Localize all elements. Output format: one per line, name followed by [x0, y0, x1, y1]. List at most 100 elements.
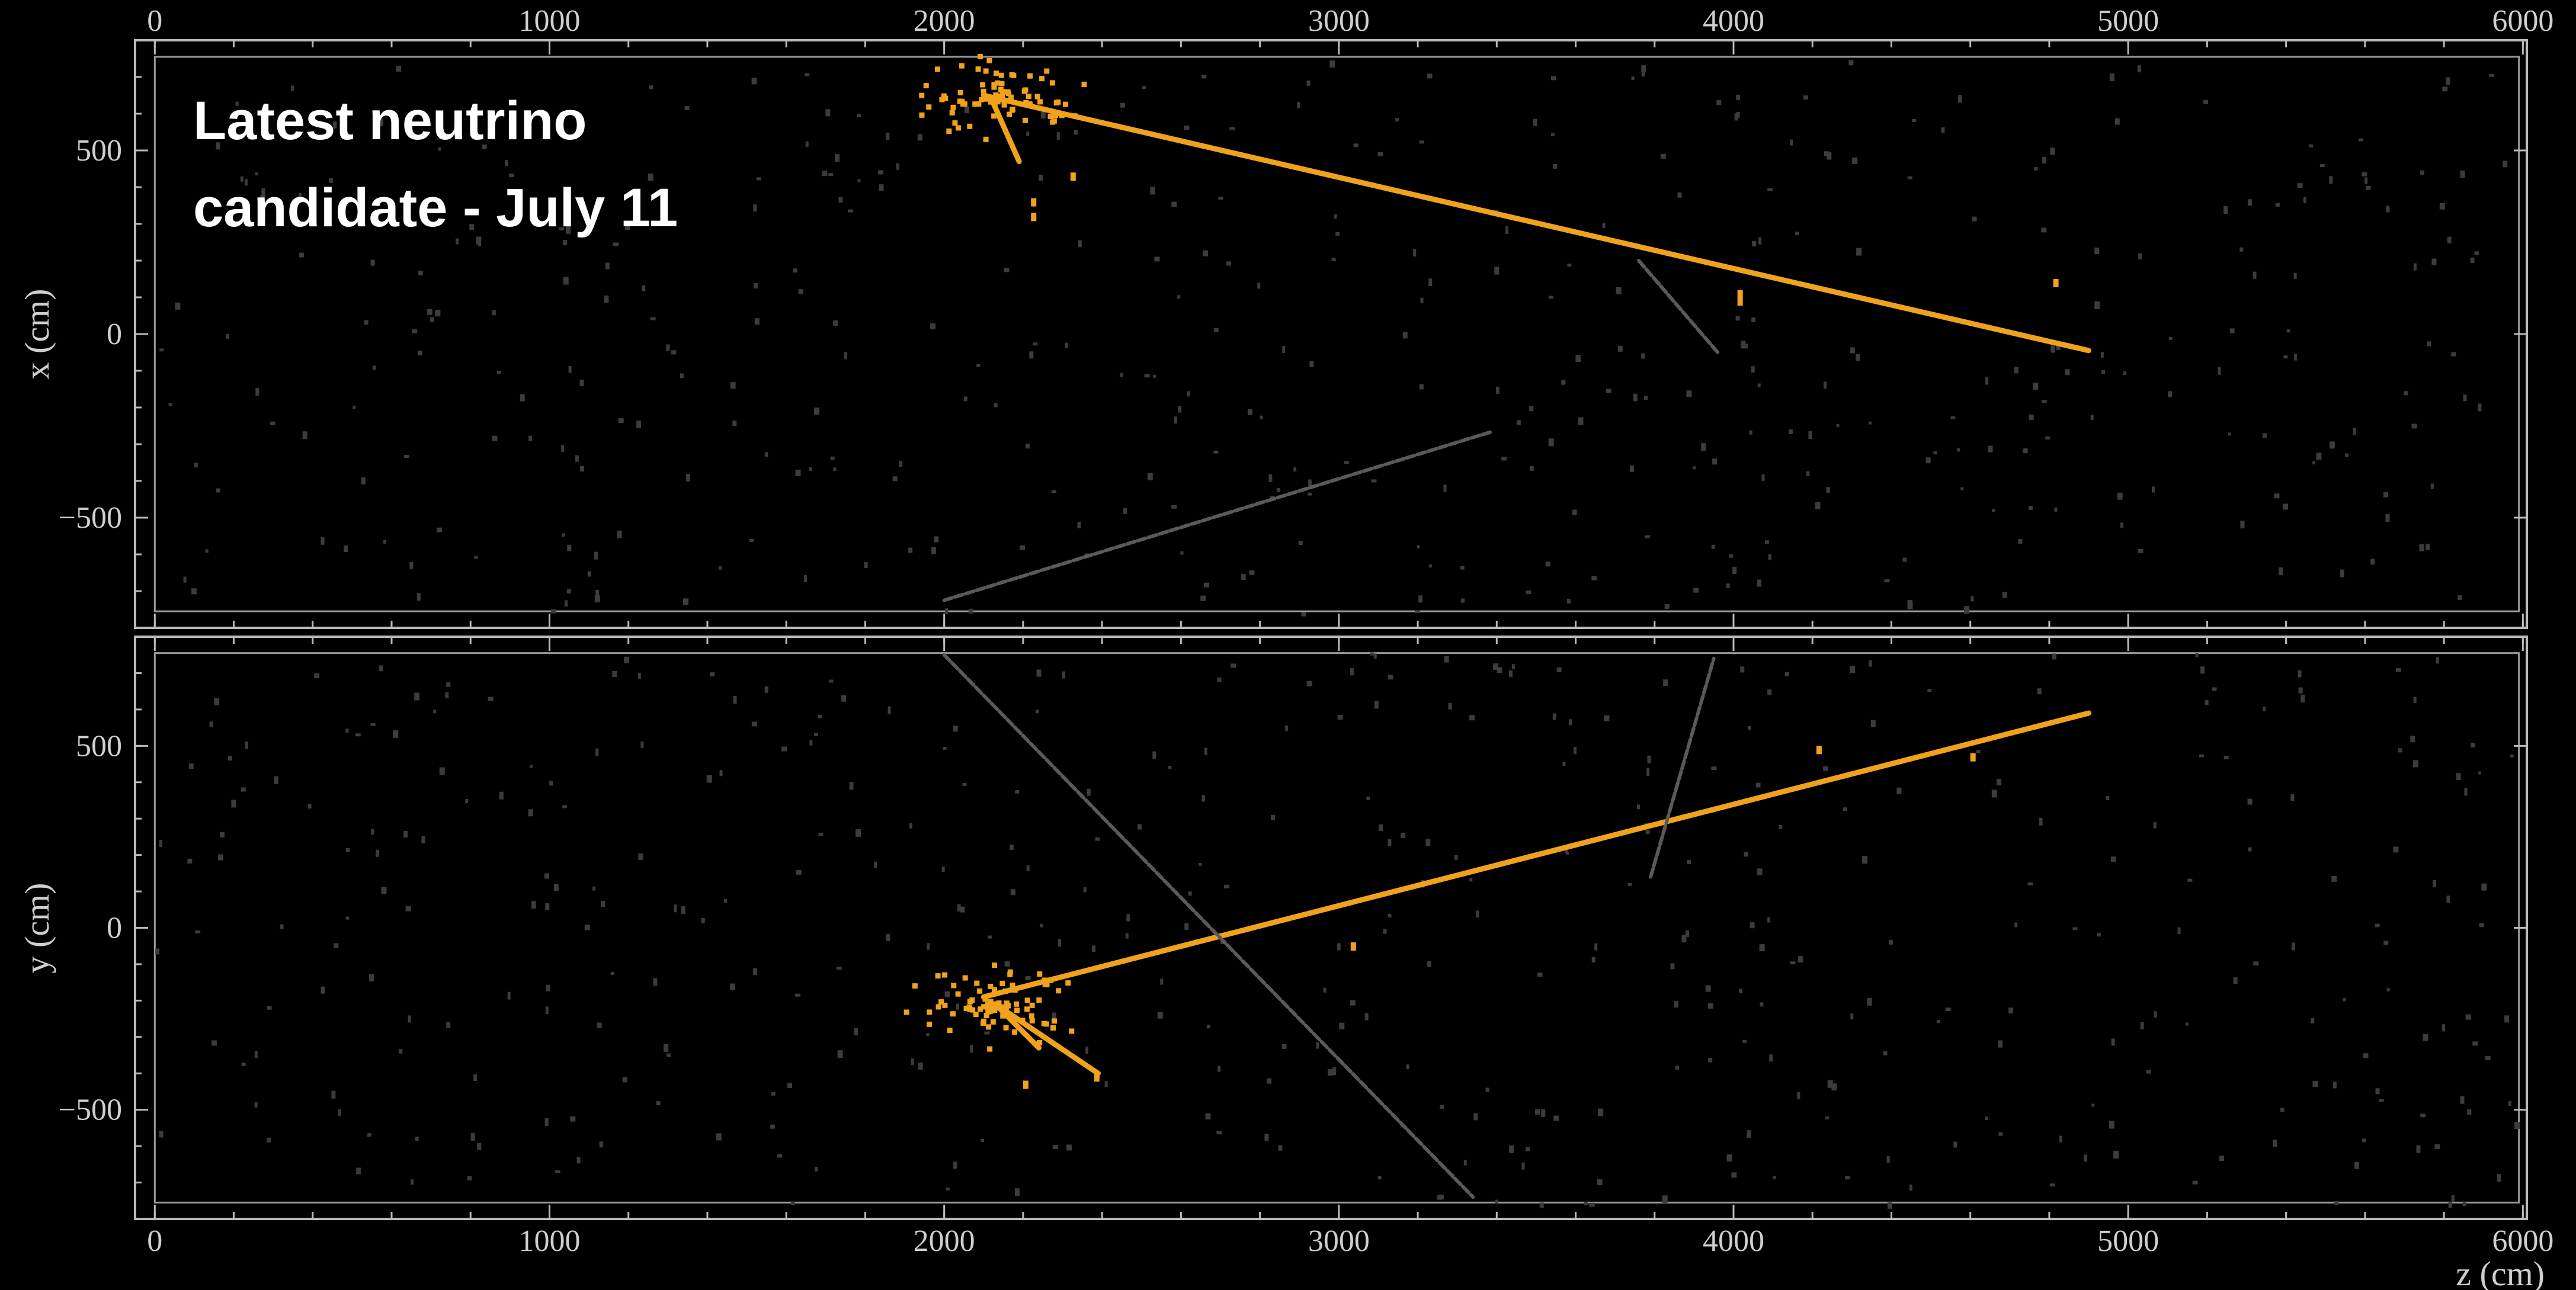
- vertex-hit: [986, 1024, 992, 1030]
- noise-hit: [1757, 579, 1762, 587]
- noise-hit: [412, 329, 418, 333]
- noise-hit: [2354, 1161, 2360, 1169]
- noise-hit: [2386, 206, 2390, 213]
- noise-hit: [567, 544, 572, 551]
- noise-hit: [2398, 748, 2402, 753]
- noise-hit: [2027, 882, 2033, 885]
- noise-hit: [1020, 545, 1026, 550]
- vertex-hit: [988, 99, 994, 105]
- noise-hit: [1035, 710, 1039, 714]
- noise-hit: [1827, 1080, 1833, 1088]
- noise-hit: [2383, 941, 2389, 945]
- noise-hit: [321, 986, 325, 994]
- noise-hit: [291, 85, 294, 91]
- noise-hit: [1388, 839, 1392, 846]
- vertex-hit: [975, 66, 981, 72]
- noise-hit: [1439, 1194, 1444, 1199]
- noise-hit: [1716, 100, 1722, 105]
- noise-hit: [2298, 687, 2303, 694]
- noise-hit: [1276, 488, 1280, 493]
- noise-hit: [595, 589, 600, 597]
- noise-hit: [2229, 328, 2235, 333]
- vertex-hit: [1022, 117, 1028, 123]
- noise-hit: [1925, 457, 1931, 464]
- noise-hit: [356, 1167, 361, 1175]
- noise-hit: [1077, 521, 1081, 528]
- vertex-hit: [981, 1004, 987, 1010]
- noise-hit: [685, 474, 690, 482]
- noise-hit: [2045, 436, 2050, 439]
- noise-hit: [587, 571, 591, 577]
- noise-hit: [1584, 1201, 1588, 1205]
- noise-hit: [927, 943, 930, 950]
- noise-hit: [1896, 787, 1902, 794]
- noise-hit: [1907, 176, 1912, 179]
- noise-hit: [1552, 713, 1556, 720]
- noise-hit: [1606, 389, 1611, 393]
- vertex-hit: [1041, 1021, 1047, 1026]
- noise-hit: [1126, 914, 1130, 922]
- noise-hit: [2412, 760, 2418, 768]
- vertex-hit: [983, 136, 989, 142]
- noise-hit: [1755, 782, 1761, 788]
- noise-hit: [612, 670, 617, 677]
- noise-hit: [2393, 846, 2399, 853]
- vertex-hit: [987, 1046, 993, 1052]
- noise-hit: [680, 373, 684, 378]
- noise-hit: [1501, 457, 1507, 461]
- noise-hit: [2298, 670, 2302, 678]
- vertex-hit: [1054, 110, 1060, 116]
- vertex-hit: [1007, 971, 1013, 977]
- vertex-hit: [1036, 997, 1042, 1003]
- vertex-hit: [980, 82, 986, 88]
- noise-hit: [1026, 131, 1030, 136]
- noise-hit: [1025, 976, 1031, 981]
- vertex-hit: [955, 125, 961, 131]
- noise-hit: [613, 242, 619, 246]
- noise-hit: [430, 317, 434, 322]
- noise-hit: [508, 174, 514, 178]
- noise-hit: [1539, 1202, 1544, 1208]
- noise-hit: [618, 418, 624, 423]
- noise-hit: [887, 706, 891, 714]
- noise-hit: [1051, 490, 1056, 493]
- noise-hit: [2386, 987, 2390, 991]
- vertex-hit: [1008, 94, 1014, 100]
- neutrino-hit: [1350, 942, 1356, 951]
- noise-hit: [878, 170, 884, 175]
- noise-hit: [1569, 719, 1572, 726]
- noise-hit: [1647, 755, 1651, 763]
- vertex-hit: [1010, 983, 1015, 989]
- noise-hit: [2014, 922, 2018, 928]
- noise-hit: [1497, 667, 1502, 673]
- noise-hit: [467, 1176, 472, 1180]
- noise-hit: [1964, 606, 1970, 614]
- noise-hit: [1567, 598, 1571, 604]
- noise-hit: [559, 111, 563, 120]
- vertex-hit: [1042, 977, 1047, 983]
- y-tick-label: 0: [107, 912, 122, 945]
- noise-hit: [1217, 677, 1222, 682]
- vertex-hit: [999, 980, 1005, 986]
- vertex-hit: [996, 1000, 1002, 1006]
- noise-hit: [334, 943, 339, 948]
- neutrino-track-0: [981, 92, 2091, 354]
- noise-hit: [1335, 232, 1340, 236]
- noise-hit: [2028, 506, 2033, 511]
- noise-hit: [562, 533, 565, 537]
- noise-hit: [2370, 559, 2375, 565]
- vertex-hit: [967, 123, 973, 129]
- neutrino-hit: [1031, 198, 1037, 207]
- noise-hit: [2329, 176, 2333, 184]
- noise-hit: [2375, 1088, 2380, 1095]
- noise-hit: [2343, 997, 2346, 1002]
- noise-hit: [1120, 102, 1125, 108]
- vertex-hit: [927, 1009, 933, 1015]
- noise-hit: [1862, 856, 1868, 864]
- noise-hit: [1056, 132, 1060, 140]
- noise-hit: [908, 547, 913, 553]
- noise-hit: [1040, 111, 1046, 119]
- noise-hit: [2275, 203, 2280, 207]
- noise-hit: [706, 775, 712, 783]
- vertex-hit: [1037, 99, 1043, 105]
